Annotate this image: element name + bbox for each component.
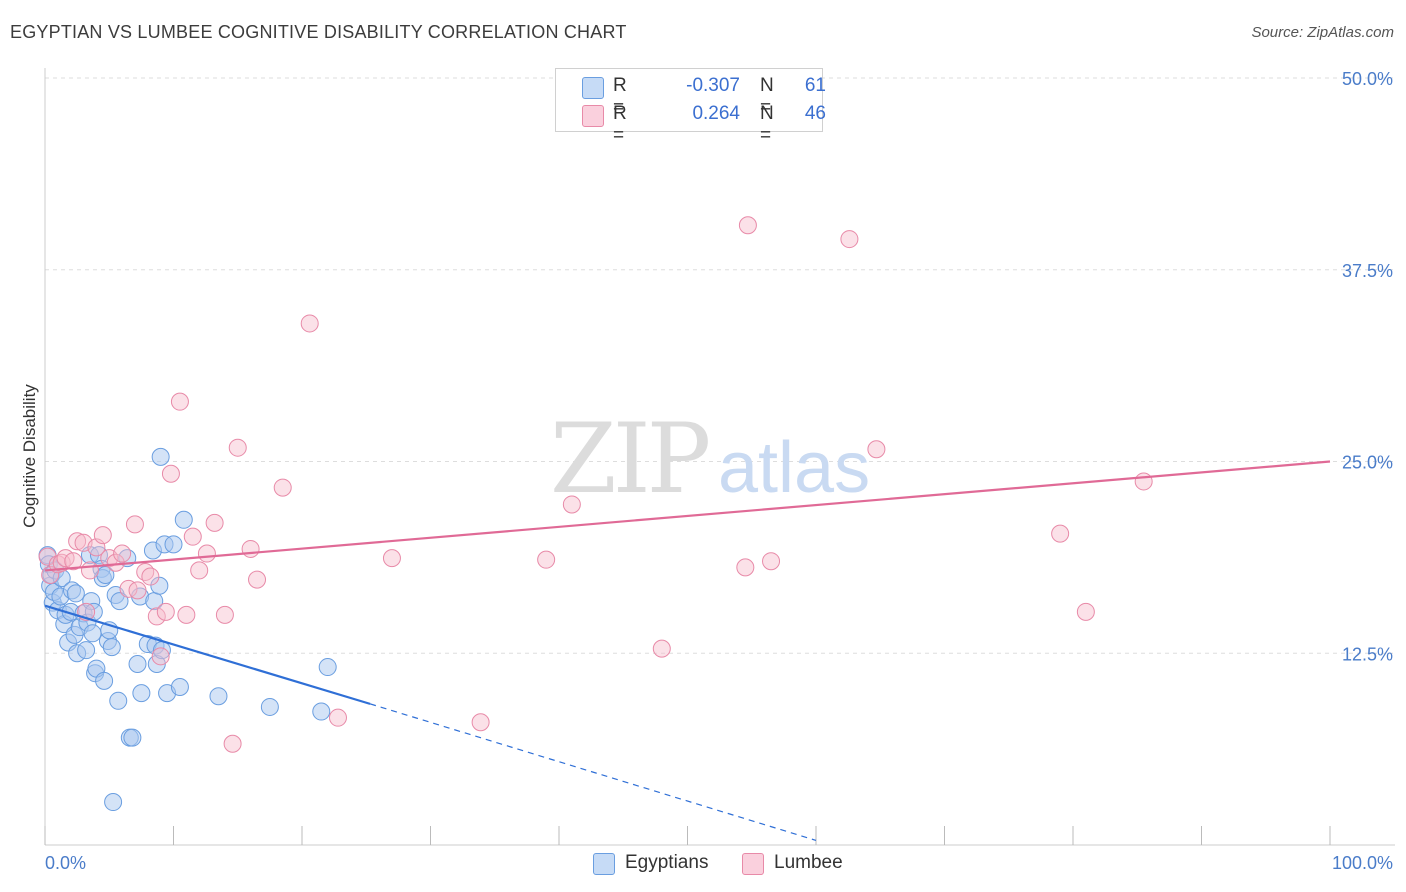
bottom-legend-label: Lumbee xyxy=(774,852,843,873)
lumbee-point xyxy=(273,478,292,497)
egyptians-trend-extension xyxy=(369,703,817,841)
lumbee-point xyxy=(328,708,347,727)
lumbee-point xyxy=(177,605,196,624)
lumbee-trend-line xyxy=(44,460,1331,572)
lumbee-point xyxy=(141,567,160,586)
legend-swatch-pink xyxy=(582,105,604,127)
stats-legend: R = -0.307 N = 61 R = 0.264 N = 46 xyxy=(555,68,826,146)
y-tick-label: 12.5% xyxy=(1342,644,1393,664)
lumbee-point xyxy=(93,526,112,545)
lumbee-point xyxy=(190,561,209,580)
bottom-legend-swatch-pink xyxy=(742,853,764,875)
egyptians-point xyxy=(164,535,183,554)
egyptians-point xyxy=(66,584,85,603)
lumbee-point xyxy=(156,602,175,621)
series-egyptians-points xyxy=(38,447,337,812)
egyptians-point xyxy=(209,687,228,706)
lumbee-point xyxy=(183,527,202,546)
watermark-atlas: atlas xyxy=(718,428,870,508)
legend-r-value: -0.307 xyxy=(686,75,740,96)
watermark: ZIP atlas xyxy=(550,403,870,515)
lumbee-point xyxy=(147,607,166,626)
egyptians-point xyxy=(170,677,189,696)
legend-n-value: 61 xyxy=(804,75,826,96)
x-tick-labels: 0.0% 100.0% xyxy=(45,853,1393,873)
lumbee-point xyxy=(228,438,247,457)
trend-lines xyxy=(44,460,1331,841)
lumbee-point xyxy=(736,558,755,577)
legend-r-value: 0.264 xyxy=(692,103,740,124)
lumbee-point xyxy=(738,216,757,235)
legend-n-label: N = xyxy=(760,75,774,118)
lumbee-point xyxy=(161,464,180,483)
grid-lines xyxy=(45,77,1395,654)
egyptians-point xyxy=(132,684,151,703)
axes xyxy=(44,68,1395,846)
lumbee-point xyxy=(64,552,83,571)
lumbee-point xyxy=(1134,472,1153,491)
lumbee-point xyxy=(68,532,87,551)
lumbee-point xyxy=(170,392,189,411)
lumbee-point xyxy=(113,544,132,563)
lumbee-point xyxy=(1051,524,1070,543)
lumbee-point xyxy=(223,734,242,753)
y-axis-label: Cognitive Disability xyxy=(20,384,39,528)
egyptians-point xyxy=(123,728,142,747)
x-tick-label: 0.0% xyxy=(45,853,86,873)
lumbee-point xyxy=(300,314,319,333)
lumbee-point xyxy=(197,544,216,563)
lumbee-point xyxy=(80,561,99,580)
chart-title: EGYPTIAN VS LUMBEE COGNITIVE DISABILITY … xyxy=(10,22,627,42)
legend-r-label: R = xyxy=(613,103,627,146)
lumbee-point xyxy=(125,515,144,534)
source-label: Source: ZipAtlas.com xyxy=(1251,24,1394,41)
egyptians-point xyxy=(102,638,121,657)
egyptians-trend-line xyxy=(44,604,371,705)
lumbee-point xyxy=(151,647,170,666)
lumbee-point xyxy=(537,550,556,569)
egyptians-point xyxy=(83,624,102,643)
lumbee-point xyxy=(382,549,401,568)
lumbee-point xyxy=(1076,602,1095,621)
lumbee-point xyxy=(205,513,224,532)
watermark-zip: ZIP xyxy=(550,403,709,515)
lumbee-point xyxy=(762,552,781,571)
x-tick-label: 100.0% xyxy=(1332,853,1393,873)
egyptians-point xyxy=(77,641,96,660)
lumbee-point xyxy=(562,495,581,514)
egyptians-point xyxy=(109,691,128,710)
y-tick-labels: 12.5% 25.0% 37.5% 50.0% xyxy=(1342,69,1393,664)
egyptians-point xyxy=(151,447,170,466)
egyptians-point xyxy=(260,697,279,716)
lumbee-point xyxy=(867,440,886,459)
legend-n-label: N = xyxy=(760,103,774,146)
egyptians-point xyxy=(312,702,331,721)
egyptians-point xyxy=(174,510,193,529)
lumbee-point xyxy=(652,639,671,658)
lumbee-point xyxy=(215,605,234,624)
bottom-legend-swatch-blue xyxy=(593,853,615,875)
legend-swatch-blue xyxy=(582,77,604,99)
egyptians-point xyxy=(150,576,169,595)
lumbee-point xyxy=(248,570,267,589)
legend-n-value: 46 xyxy=(804,103,826,124)
lumbee-point xyxy=(128,581,147,600)
legend-r-label: R = xyxy=(613,75,627,118)
egyptians-point xyxy=(318,658,337,677)
egyptians-point xyxy=(110,592,129,611)
lumbee-point xyxy=(119,579,138,598)
y-tick-label: 25.0% xyxy=(1342,453,1393,473)
egyptians-point xyxy=(128,654,147,673)
y-tick-label: 50.0% xyxy=(1342,69,1393,89)
egyptians-point xyxy=(95,671,114,690)
y-tick-label: 37.5% xyxy=(1342,261,1393,281)
lumbee-point xyxy=(840,230,859,249)
lumbee-point xyxy=(471,713,490,732)
lumbee-point xyxy=(241,539,260,558)
bottom-legend-label: Egyptians xyxy=(625,852,709,873)
egyptians-point xyxy=(104,793,123,812)
series-lumbee-points xyxy=(38,216,1153,753)
